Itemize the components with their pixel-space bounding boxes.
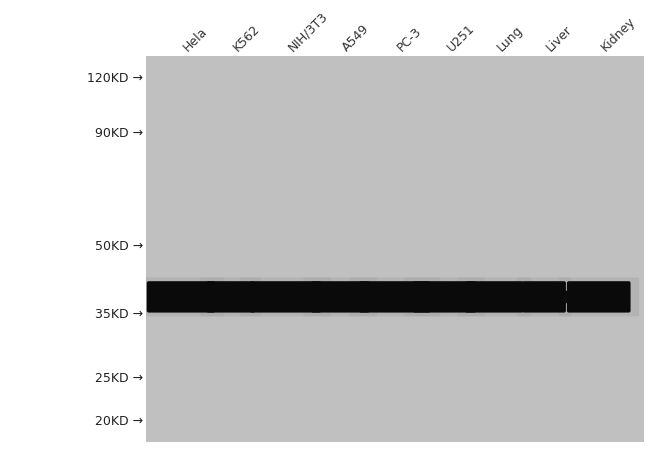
FancyBboxPatch shape (311, 281, 369, 313)
Text: U251: U251 (445, 22, 477, 54)
FancyBboxPatch shape (558, 277, 639, 316)
FancyBboxPatch shape (147, 281, 215, 313)
FancyBboxPatch shape (240, 277, 331, 316)
Text: K562: K562 (231, 22, 263, 54)
FancyBboxPatch shape (303, 277, 377, 316)
FancyBboxPatch shape (413, 281, 476, 313)
FancyBboxPatch shape (207, 281, 255, 313)
FancyBboxPatch shape (522, 281, 566, 313)
Bar (250, 290, 257, 302)
FancyBboxPatch shape (465, 281, 524, 313)
Text: Lung: Lung (494, 24, 525, 54)
Text: 25KD →: 25KD → (95, 372, 143, 385)
FancyBboxPatch shape (567, 281, 630, 313)
Text: 90KD →: 90KD → (95, 127, 143, 141)
Bar (470, 290, 471, 302)
Bar (561, 290, 573, 302)
Text: PC-3: PC-3 (395, 24, 424, 54)
FancyBboxPatch shape (250, 281, 321, 313)
Text: A549: A549 (340, 22, 372, 54)
FancyBboxPatch shape (458, 277, 531, 316)
Bar (314, 290, 317, 302)
Text: 120KD →: 120KD → (87, 72, 143, 86)
Text: 50KD →: 50KD → (95, 240, 143, 253)
Text: 35KD →: 35KD → (95, 308, 143, 321)
FancyBboxPatch shape (517, 277, 571, 316)
Bar (209, 290, 212, 302)
Text: Hela: Hela (181, 25, 211, 54)
FancyBboxPatch shape (350, 277, 440, 316)
Bar (363, 290, 366, 302)
FancyBboxPatch shape (404, 277, 485, 316)
FancyBboxPatch shape (359, 281, 431, 313)
FancyBboxPatch shape (138, 277, 224, 316)
Text: Liver: Liver (544, 23, 575, 54)
Text: Kidney: Kidney (599, 15, 638, 54)
Text: NIH/3T3: NIH/3T3 (285, 9, 330, 54)
Bar (517, 290, 527, 302)
Text: 20KD →: 20KD → (95, 415, 143, 428)
FancyBboxPatch shape (200, 277, 261, 316)
